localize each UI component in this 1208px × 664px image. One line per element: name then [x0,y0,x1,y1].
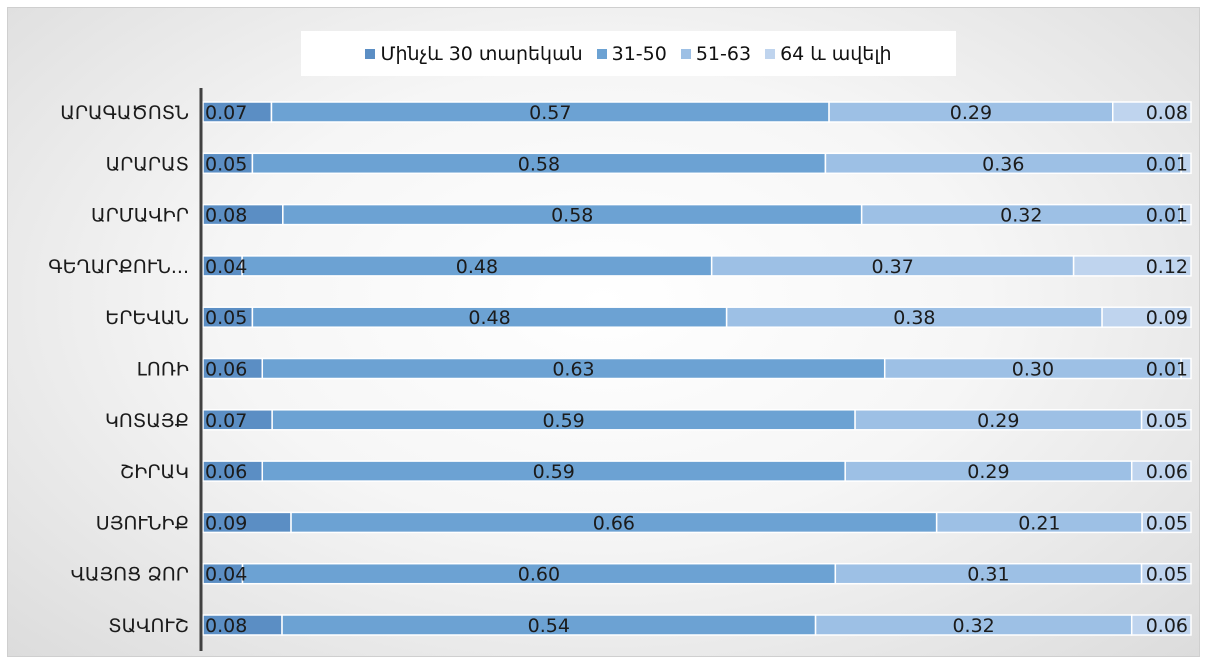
data-label: 0.05 [1146,410,1188,432]
bar-segment [1072,255,1192,277]
data-label: 0.38 [893,307,935,329]
legend-swatch [765,48,776,59]
data-label: 0.09 [1146,307,1188,329]
bar-segment [1101,306,1192,328]
bar-segment [1130,614,1192,636]
legend-item: 31-50 [596,42,667,65]
data-label: 0.05 [205,307,247,329]
data-label: 0.07 [205,410,247,432]
data-label: 0.37 [871,256,913,278]
data-label: 0.66 [593,512,635,534]
legend-item: 64 և ավելի [765,42,892,65]
data-label: 0.05 [1146,564,1188,586]
legend-item: 51-63 [680,42,752,65]
legend-swatch [596,48,607,59]
data-label: 0.48 [456,256,498,278]
category-label: ՏԱՎՈՒՇ [108,615,189,637]
data-label: 0.54 [528,615,570,637]
category-label: ԵՐԵՎԱՆ [105,307,189,329]
bar-segment [1140,409,1192,431]
data-label: 0.58 [518,153,560,175]
data-label: 0.29 [967,461,1009,483]
data-label: 0.60 [518,564,560,586]
bar-segment [1180,357,1192,380]
data-label: 0.09 [205,512,247,534]
chart-area: ԱՐԱԳԱԾՈՏՆ 0.07 0.57 0.29 0.08 ԱՐԱՐԱՏ 0.05 0.58 0… [7,7,1200,657]
data-label: 0.58 [551,205,593,227]
data-label: 0.32 [1000,205,1042,227]
data-label: 0.05 [205,153,247,175]
data-label: 0.57 [529,102,571,124]
category-label: ՎԱՅՈՑ ՁՈՐ [71,564,189,586]
category-label: ԱՐԱՐԱՏ [106,153,189,175]
category-label: ԿՈՏԱՅՔ [105,410,189,432]
category-label: ՇԻՐԱԿ [120,461,189,483]
data-label: 0.21 [1018,512,1060,534]
data-label: 0.04 [205,256,247,278]
legend-label: Մինչև 30 տարեկան [380,42,583,65]
data-label: 0.08 [1146,102,1188,124]
legend-label: 51-63 [695,42,752,65]
category-label: ՍՅՈՒՆԻՔ [96,512,189,534]
data-label: 0.01 [1146,205,1188,227]
data-label: 0.06 [205,461,247,483]
category-label: ԼՈՌԻ [137,359,189,381]
data-label: 0.08 [205,205,247,227]
data-label: 0.59 [533,461,575,483]
bar-segment [1141,511,1192,534]
data-label: 0.31 [967,564,1009,586]
data-label: 0.29 [977,410,1019,432]
data-label: 0.06 [1146,461,1188,483]
legend-label: 31-50 [611,42,667,65]
legend: Մինչև 30 տարեկան 31-50 51-63 64 և ավելի [301,31,956,76]
data-label: 0.30 [1012,359,1054,381]
stacked-bar-chart: ԱՐԱԳԱԾՈՏՆ 0.07 0.57 0.29 0.08 ԱՐԱՐԱՏ 0.05 0.58 0… [48,88,1192,651]
legend-swatch [365,48,376,59]
data-label: 0.32 [952,615,994,637]
legend-label: 64 և ավելի [780,42,892,65]
data-label: 0.01 [1146,153,1188,175]
data-label: 0.29 [950,102,992,124]
bar-segment [1140,562,1192,585]
data-label: 0.04 [205,564,247,586]
category-label: ԳԵՂԱՐՔՈՒՆ... [48,256,189,278]
bar-segment [1180,203,1192,226]
legend-swatch [680,48,691,59]
data-label: 0.12 [1146,256,1188,278]
data-label: 0.05 [1146,512,1188,534]
data-label: 0.06 [205,359,247,381]
data-label: 0.63 [552,359,594,381]
bar-segment [1180,152,1192,175]
bar-segment [1111,101,1192,123]
legend-item: Մինչև 30 տարեկան [365,42,583,65]
data-label: 0.01 [1146,359,1188,381]
data-label: 0.48 [468,307,510,329]
data-label: 0.08 [205,615,247,637]
bar-segment [1130,460,1192,482]
data-label: 0.06 [1146,615,1188,637]
data-label: 0.36 [982,153,1024,175]
category-label: ԱՐԱԳԱԾՈՏՆ [60,102,189,124]
data-label: 0.59 [542,410,584,432]
data-label: 0.07 [205,102,247,124]
category-label: ԱՐՄԱՎԻՐ [91,205,189,227]
